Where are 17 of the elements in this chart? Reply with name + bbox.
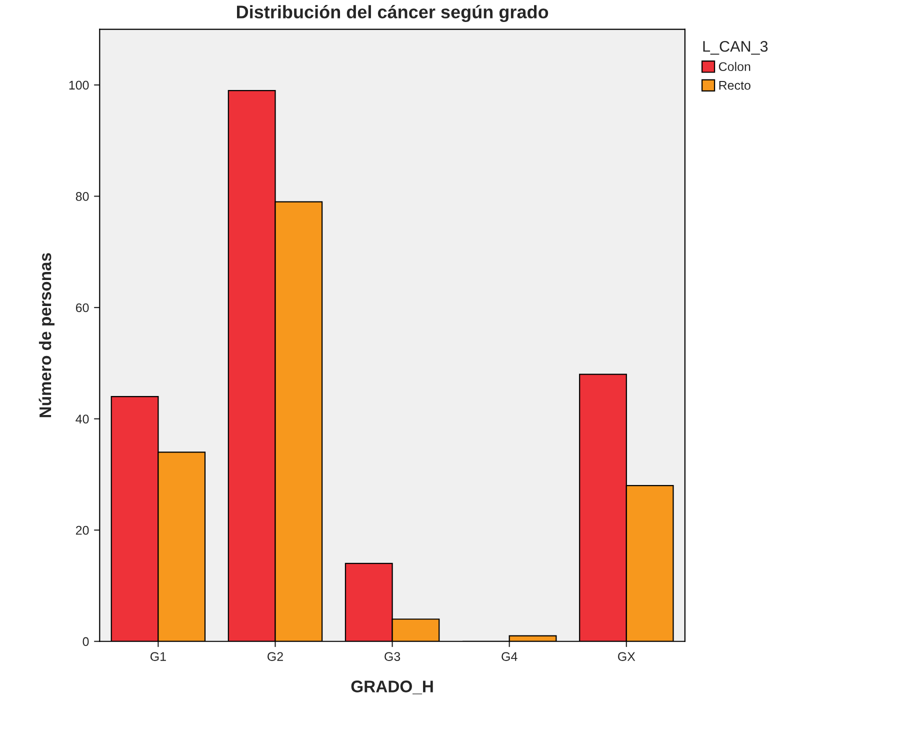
chart-title: Distribución del cáncer según grado (237, 4, 548, 22)
x-tick-label: G4 (502, 652, 518, 661)
x-tick-label: GX (618, 652, 636, 661)
y-axis-title: Número de personas (38, 253, 54, 418)
y-tick-label: 80 (76, 192, 89, 201)
y-tick-label: 60 (76, 303, 89, 312)
x-tick-label: G3 (384, 652, 400, 661)
x-tick-label: G1 (150, 652, 166, 661)
legend-label: Recto (719, 81, 750, 90)
y-tick-label: 20 (76, 526, 89, 535)
y-tick-label: 40 (76, 414, 89, 424)
x-axis-title: GRADO_H (351, 680, 433, 694)
x-tick-label: G2 (268, 652, 283, 661)
y-tick-label: 100 (69, 80, 89, 90)
legend-title: L_CAN_3 (703, 40, 768, 55)
legend-label: Colon (718, 62, 750, 72)
y-tick-label: 0 (82, 637, 89, 646)
